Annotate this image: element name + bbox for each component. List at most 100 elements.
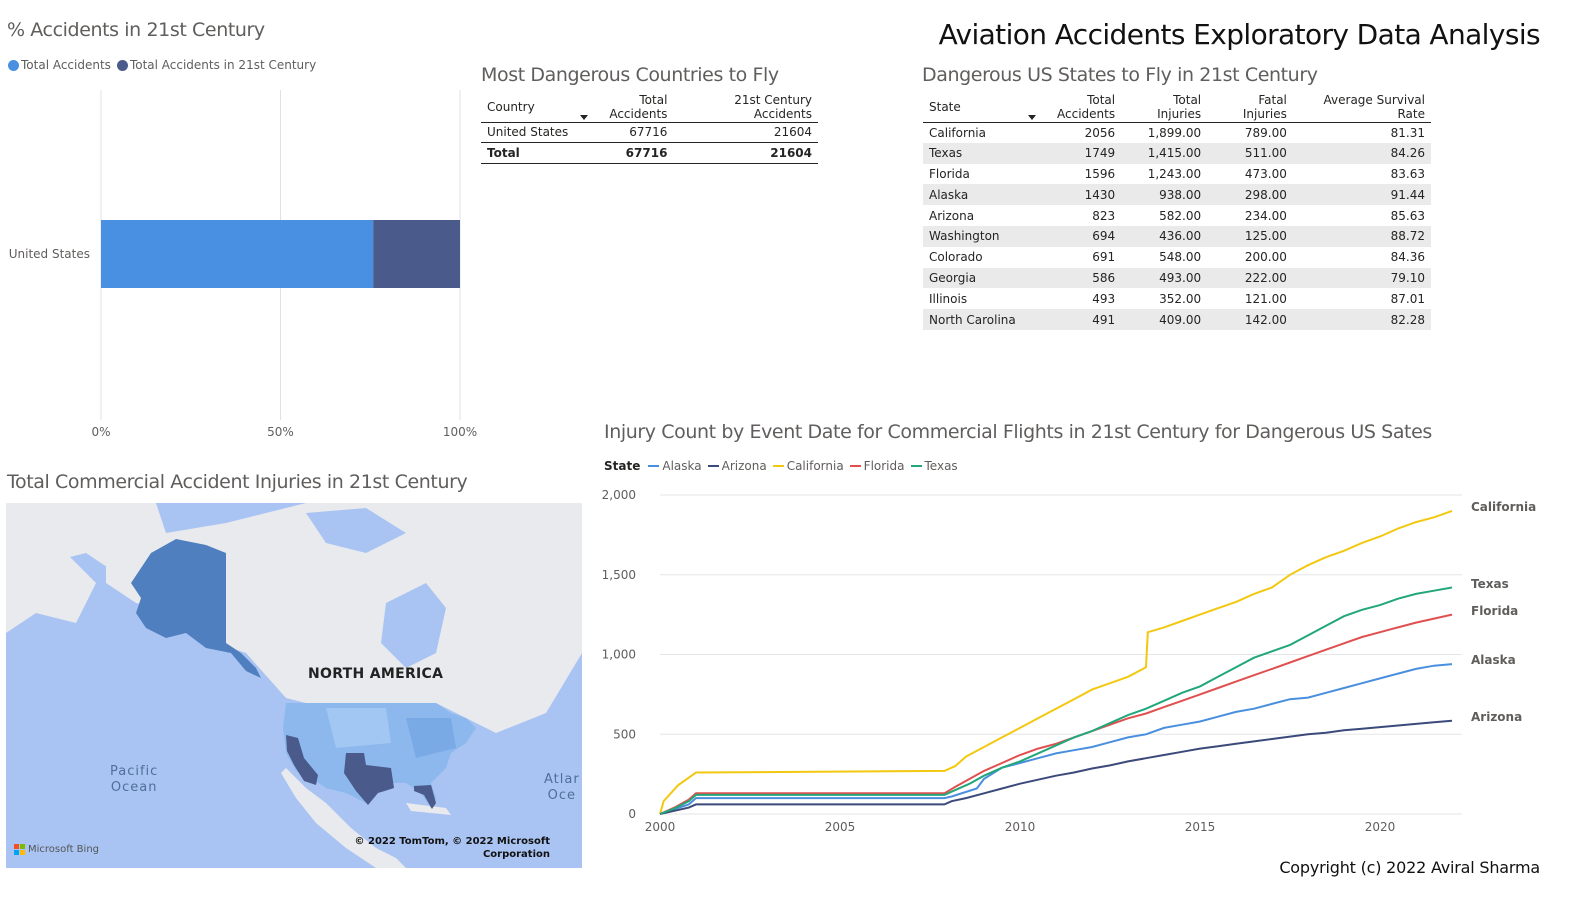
table-cell: 691 bbox=[1092, 250, 1116, 265]
table-row[interactable]: Illinois 493 352.00 121.00 87.01 bbox=[923, 288, 1431, 309]
column-header-label: Total Accidents bbox=[609, 92, 668, 121]
sort-descending-icon bbox=[1027, 114, 1036, 120]
column-header-21st-century[interactable]: 21st Century Accidents bbox=[734, 92, 812, 121]
table-cell: California bbox=[929, 125, 986, 140]
series-line-alaska[interactable] bbox=[659, 663, 1453, 815]
bing-label: Microsoft Bing bbox=[28, 844, 100, 855]
table-cell: 473.00 bbox=[1244, 166, 1287, 181]
x-tick-label: 2015 bbox=[1185, 820, 1216, 834]
legend-line-icon bbox=[772, 465, 784, 467]
map-canvas bbox=[6, 503, 582, 868]
table-row[interactable]: Washington 694 436.00 125.00 88.72 bbox=[923, 225, 1431, 247]
table-cell: 142.00 bbox=[1244, 312, 1287, 327]
table-cell: 298.00 bbox=[1244, 187, 1287, 202]
legend-line-icon bbox=[849, 465, 861, 467]
legend-dot-icon bbox=[8, 59, 19, 71]
table-cell: 234.00 bbox=[1244, 208, 1287, 223]
column-header-survival-rate[interactable]: Average Survival Rate bbox=[1323, 92, 1425, 121]
column-header-total-injuries[interactable]: Total Injuries bbox=[1157, 92, 1202, 121]
table-cell: 21604 bbox=[773, 125, 812, 140]
table-cell: 2056 bbox=[1084, 125, 1116, 140]
series-line-texas[interactable] bbox=[659, 586, 1453, 815]
table-row[interactable]: Florida 1596 1,243.00 473.00 83.63 bbox=[923, 164, 1431, 185]
map-copyright-line: Corporation bbox=[482, 849, 550, 860]
table-row[interactable]: Georgia 586 493.00 222.00 79.10 bbox=[923, 267, 1431, 289]
table-cell: Alaska bbox=[929, 187, 969, 202]
legend-item-texas[interactable]: Texas bbox=[910, 459, 958, 473]
series-end-label: California bbox=[1471, 500, 1536, 514]
table-row[interactable]: Arizona 823 582.00 234.00 85.63 bbox=[923, 205, 1431, 226]
land-mexico bbox=[281, 768, 406, 868]
map-copyright-line: © 2022 TomTom, © 2022 Microsoft bbox=[354, 836, 551, 847]
state-florida bbox=[414, 785, 436, 809]
column-header-country[interactable]: Country bbox=[487, 99, 535, 114]
legend-dot-icon bbox=[116, 59, 128, 71]
table-cell: Arizona bbox=[929, 208, 975, 223]
legend-item-alaska[interactable]: Alaska bbox=[648, 459, 702, 473]
bar-total-accidents[interactable] bbox=[101, 220, 374, 288]
table-cell: 83.63 bbox=[1390, 166, 1425, 181]
line-chart-title: Injury Count by Event Date for Commercia… bbox=[604, 421, 1432, 443]
state-alaska bbox=[131, 539, 261, 678]
y-tick-label: 1,500 bbox=[602, 568, 636, 582]
y-tick-label: 0 bbox=[628, 807, 636, 821]
table-row[interactable]: Alaska 1430 938.00 298.00 91.44 bbox=[923, 184, 1431, 206]
legend-label: Arizona bbox=[721, 459, 767, 473]
series-end-label: Texas bbox=[1471, 577, 1509, 591]
series-line-california[interactable] bbox=[659, 509, 1453, 815]
legend-item-florida[interactable]: Florida bbox=[849, 459, 905, 473]
legend-item-arizona[interactable]: Arizona bbox=[707, 459, 767, 473]
table-cell: 1,415.00 bbox=[1147, 146, 1202, 161]
series-line-arizona[interactable] bbox=[659, 719, 1453, 815]
legend-item-california[interactable]: California bbox=[772, 459, 844, 473]
legend-item-total-accidents[interactable]: Total Accidents bbox=[8, 58, 111, 72]
x-tick-label: 2000 bbox=[645, 820, 676, 834]
bar-chart: 0% 50% 100% United States bbox=[9, 90, 477, 439]
table-row[interactable]: California 2056 1,899.00 789.00 81.31 bbox=[923, 122, 1431, 143]
table-header-row: Country Total Accidents 21st Century Acc… bbox=[481, 92, 818, 122]
table-cell: 352.00 bbox=[1159, 291, 1202, 306]
legend-label: Alaska bbox=[662, 459, 702, 473]
table-header-row: State Total Accidents Total Injuries Fat… bbox=[923, 92, 1431, 122]
table-cell: 582.00 bbox=[1159, 208, 1202, 223]
table-total-row: Total 67716 21604 bbox=[481, 142, 818, 164]
series-line-florida[interactable] bbox=[659, 613, 1453, 815]
table-row[interactable]: Colorado 691 548.00 200.00 84.36 bbox=[923, 247, 1431, 268]
legend-title: State bbox=[604, 459, 641, 473]
table-cell: Florida bbox=[929, 166, 970, 181]
map-copyright: © 2022 TomTom, © 2022 Microsoft Corporat… bbox=[355, 835, 551, 861]
table-cell: United States bbox=[487, 125, 569, 140]
table-cell: 84.36 bbox=[1390, 250, 1425, 265]
legend-line-icon bbox=[707, 465, 719, 467]
land-arctic-islands bbox=[306, 508, 406, 553]
legend-label: California bbox=[786, 459, 844, 473]
bar-21st-century[interactable] bbox=[373, 220, 460, 288]
legend-item-21st-century[interactable]: Total Accidents in 21st Century bbox=[116, 58, 316, 72]
table-row[interactable]: United States 67716 21604 bbox=[481, 122, 818, 143]
x-tick-label: 2020 bbox=[1365, 820, 1396, 834]
map-title: Total Commercial Accident Injuries in 21… bbox=[7, 471, 468, 493]
x-tick-label: 2005 bbox=[825, 820, 856, 834]
countries-table: Country Total Accidents 21st Century Acc… bbox=[481, 92, 818, 164]
ocean-label-line: Oce bbox=[547, 788, 577, 803]
table-cell: 694 bbox=[1092, 229, 1116, 244]
injuries-map[interactable]: NORTH AMERICA Pacific Ocean Atlar Oce Mi… bbox=[6, 503, 582, 868]
states-table-title: Dangerous US States to Fly in 21st Centu… bbox=[922, 64, 1318, 86]
table-cell: 222.00 bbox=[1244, 270, 1287, 285]
table-cell: 1749 bbox=[1084, 146, 1116, 161]
column-header-total-accidents[interactable]: Total Accidents bbox=[1022, 92, 1121, 122]
table-cell: 511.00 bbox=[1244, 146, 1287, 161]
table-cell: 125.00 bbox=[1244, 229, 1287, 244]
column-header-state[interactable]: State bbox=[929, 99, 961, 114]
table-cell: North Carolina bbox=[929, 312, 1016, 327]
sort-descending-icon bbox=[580, 114, 589, 120]
legend-label: Texas bbox=[924, 459, 958, 473]
column-header-total-accidents[interactable]: Total Accidents bbox=[574, 92, 673, 122]
ocean-label-line: Pacific bbox=[110, 764, 159, 779]
state-texas bbox=[344, 753, 394, 805]
table-row[interactable]: North Carolina 491 409.00 142.00 82.28 bbox=[923, 309, 1431, 330]
table-cell: 491 bbox=[1092, 312, 1116, 327]
table-row[interactable]: Texas 1749 1,415.00 511.00 84.26 bbox=[923, 142, 1431, 164]
table-cell: Illinois bbox=[929, 291, 968, 306]
column-header-fatal-injuries[interactable]: Fatal Injuries bbox=[1242, 92, 1287, 121]
